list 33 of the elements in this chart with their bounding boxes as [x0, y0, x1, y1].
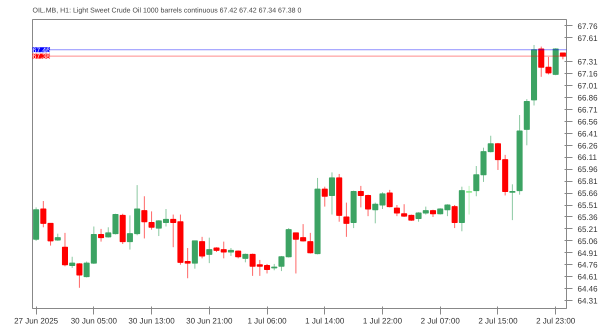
y-tick-label: 65.66 [578, 189, 598, 198]
y-tick-label: 67.61 [578, 34, 598, 43]
y-tick-label: 65.21 [578, 224, 598, 234]
y-tick-label: 64.76 [578, 260, 598, 270]
x-tick-label: 30 Jun 05:00 [70, 316, 118, 326]
x-tick-label: 30 Jun 13:00 [128, 316, 176, 326]
y-tick-label: 67.76 [578, 22, 598, 31]
y-tick-label: 66.26 [578, 141, 598, 150]
y-tick-label: 67.16 [578, 70, 598, 79]
y-tick-label: 65.06 [578, 236, 598, 246]
y-tick-label: 66.86 [578, 94, 598, 103]
y-tick-label: 65.96 [578, 165, 598, 174]
y-tick-label: 66.11 [578, 153, 598, 162]
x-tick-label: 1 Jul 22:00 [362, 316, 403, 326]
x-tick-label: 1 Jul 06:00 [247, 316, 288, 326]
y-tick-label: 67.01 [578, 82, 598, 91]
y-tick-label: 64.31 [578, 296, 598, 306]
y-tick-label: 64.91 [578, 248, 598, 258]
x-tick-label: 30 Jun 21:00 [186, 316, 233, 326]
x-tick-label: 27 Jun 2025 [14, 316, 59, 326]
y-tick-label: 64.46 [578, 284, 598, 294]
y-tick-label: 65.81 [578, 177, 598, 186]
y-tick-label: 66.56 [578, 117, 598, 126]
y-tick-label: 65.36 [578, 212, 598, 222]
x-tick-label: 1 Jul 14:00 [305, 316, 345, 326]
y-tick-label: 66.71 [578, 105, 598, 114]
y-tick-label: 64.61 [578, 272, 598, 282]
y-tick-label: 65.51 [578, 201, 598, 210]
x-tick-label: 2 Jul 15:00 [478, 316, 518, 326]
x-tick-label: 2 Jul 23:00 [536, 316, 576, 326]
x-tick-label: 2 Jul 07:00 [420, 316, 460, 326]
y-tick-label: 67.31 [578, 58, 598, 67]
y-tick-label: 66.41 [578, 129, 598, 138]
